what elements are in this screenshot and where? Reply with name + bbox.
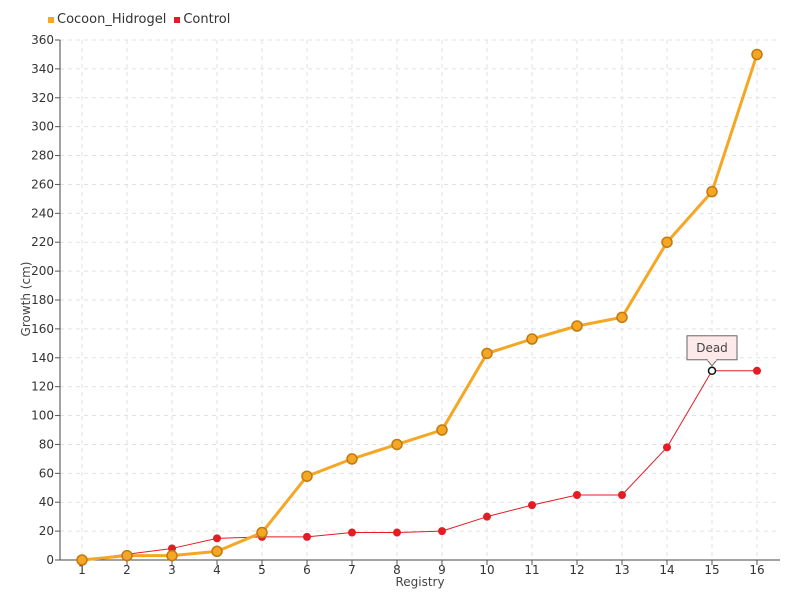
data-point (751, 48, 763, 61)
series-control (78, 366, 761, 564)
series-line (81, 53, 759, 562)
grid (60, 39, 780, 560)
x-axis-ticks: 1 2 3 4 5 6 7 8 9 10 11 12 13 14 15 16 (78, 560, 765, 577)
data-point (528, 501, 536, 510)
annotation-box (686, 335, 738, 361)
x-tick-label: 9 (438, 563, 446, 577)
data-point (346, 453, 358, 465)
y-tick-label: 200 (31, 264, 54, 278)
y-tick-label: 320 (31, 91, 54, 105)
legend-label-cocoon: Cocoon_Hidrogel (57, 12, 167, 27)
data-point (121, 549, 133, 562)
data-point (483, 512, 491, 521)
data-point (166, 549, 178, 562)
annotation-label: Dead (696, 341, 728, 355)
y-tick-label: 180 (31, 293, 54, 307)
x-tick-label: 2 (123, 563, 131, 577)
data-point (393, 528, 401, 537)
y-tick-label: 240 (31, 206, 54, 220)
data-point (303, 532, 311, 541)
y-axis-ticks: 0 20 40 60 80 100 120 140 160 180 200 220 240 260 280 3… (31, 33, 60, 567)
x-tick-label: 14 (659, 563, 674, 577)
x-tick-label: 5 (258, 563, 266, 577)
y-tick-label: 280 (31, 149, 54, 163)
x-tick-label: 7 (348, 563, 356, 577)
y-tick-label: 0 (46, 553, 54, 567)
series-cocoon (76, 48, 763, 566)
x-tick-label: 13 (614, 563, 629, 577)
data-point (706, 185, 718, 198)
y-tick-label: 360 (31, 33, 54, 47)
data-point (663, 443, 671, 452)
x-tick-label: 3 (168, 563, 176, 577)
data-point (573, 491, 581, 499)
legend-item-cocoon[interactable]: Cocoon_Hidrogel (48, 12, 166, 27)
y-tick-label: 80 (39, 437, 54, 451)
x-axis-title: Registry (395, 575, 444, 589)
y-tick-label: 120 (31, 380, 54, 394)
data-point (436, 424, 448, 436)
data-point (753, 366, 761, 375)
y-tick-label: 100 (31, 409, 54, 423)
y-tick-label: 300 (31, 120, 54, 134)
legend-label-control: Control (183, 12, 231, 27)
legend: Cocoon_Hidrogel Control (48, 12, 230, 27)
x-tick-label: 16 (749, 563, 764, 577)
data-point (616, 311, 628, 324)
data-point (618, 491, 626, 499)
legend-swatch-control-icon (174, 16, 181, 23)
data-point (256, 526, 268, 539)
data-point (661, 236, 673, 248)
y-tick-label: 20 (39, 524, 54, 538)
x-tick-label: 1 (78, 563, 86, 577)
legend-swatch-cocoon-icon (48, 16, 54, 23)
x-tick-label: 12 (569, 563, 584, 577)
annotation-layer: Dead (686, 335, 738, 376)
y-tick-label: 340 (31, 62, 54, 76)
y-tick-label: 260 (31, 177, 54, 191)
data-point (391, 438, 403, 451)
y-axis-title: Growth (cm) (19, 262, 33, 337)
x-tick-label: 11 (524, 563, 539, 577)
y-tick-label: 160 (31, 322, 54, 336)
data-point (211, 545, 223, 558)
data-point (76, 554, 88, 566)
series-line (81, 370, 757, 561)
x-tick-label: 10 (479, 563, 494, 577)
data-point (301, 470, 313, 482)
y-tick-label: 40 (39, 495, 54, 509)
data-point (571, 320, 583, 332)
data-point (213, 534, 221, 543)
annotation-marker (707, 366, 717, 376)
series-layer (76, 48, 763, 566)
x-tick-label: 8 (393, 563, 401, 577)
y-tick-label: 60 (39, 466, 54, 480)
data-point (481, 347, 493, 360)
data-point (438, 527, 446, 536)
data-point (348, 528, 356, 537)
legend-item-control[interactable]: Control (174, 12, 230, 27)
data-point (526, 333, 538, 345)
x-tick-label: 6 (303, 563, 311, 577)
y-tick-label: 140 (31, 351, 54, 365)
x-tick-label: 15 (704, 563, 719, 577)
y-tick-label: 220 (31, 235, 54, 249)
x-tick-label: 4 (213, 563, 221, 577)
